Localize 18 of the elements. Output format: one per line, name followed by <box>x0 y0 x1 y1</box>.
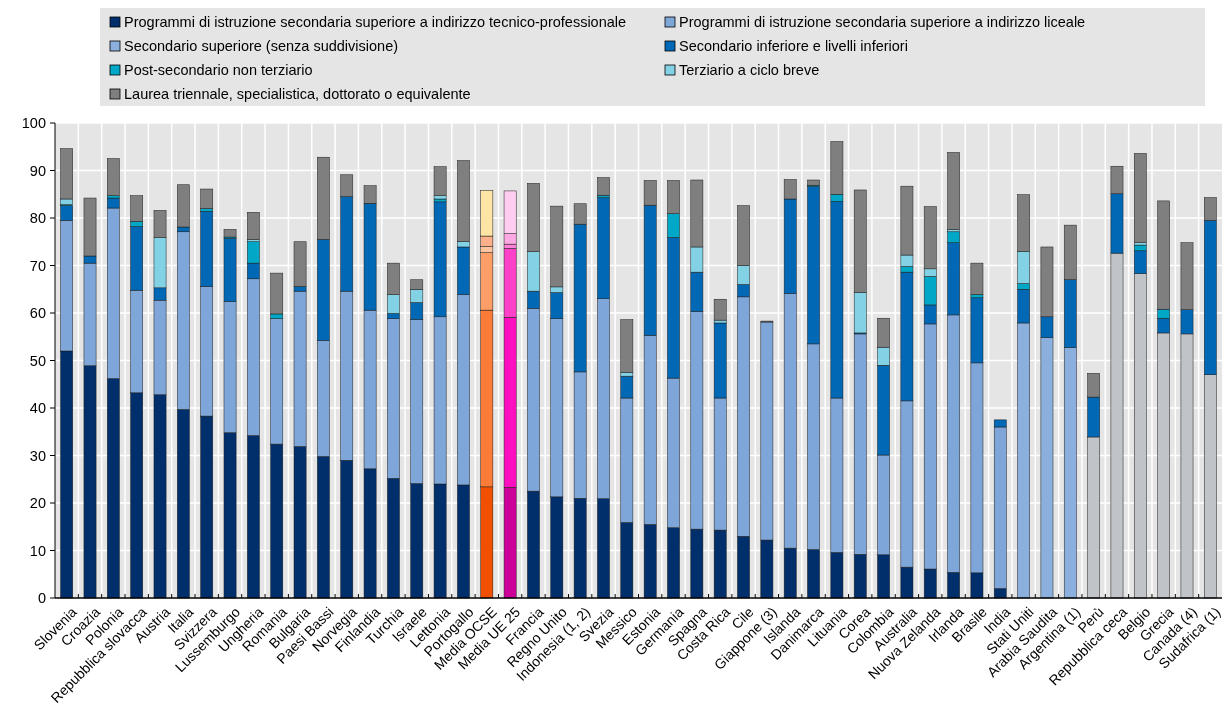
legend-label: Programmi di istruzione secondaria superiore a indirizzo liceale <box>679 14 1086 30</box>
legend-label: Secondario superiore (senza suddivisione) <box>124 38 399 54</box>
legend-label: Terziario a ciclo breve <box>679 62 820 78</box>
y-tick-label: 30 <box>29 447 46 464</box>
y-tick-label: 10 <box>29 542 46 559</box>
y-tick-label: 80 <box>29 210 46 227</box>
y-tick-label: 90 <box>29 162 46 179</box>
y-tick-label: 40 <box>29 400 46 417</box>
legend-label: Programmi di istruzione secondaria superiore a indirizzo tecnico-professionale <box>124 14 627 30</box>
y-tick-label: 70 <box>29 257 46 274</box>
legend-label: Post-secondario non terziario <box>124 62 313 78</box>
y-tick-label: 100 <box>21 115 46 132</box>
y-tick-label: 50 <box>29 352 46 369</box>
y-tick-label: 60 <box>29 305 46 322</box>
legend-label: Laurea triennale, specialistica, dottorato o equivalente <box>124 86 471 102</box>
y-tick-label: 20 <box>29 495 46 512</box>
y-tick-label: 0 <box>37 590 46 607</box>
legend-label: Secondario inferiore e livelli inferiori <box>679 38 908 54</box>
